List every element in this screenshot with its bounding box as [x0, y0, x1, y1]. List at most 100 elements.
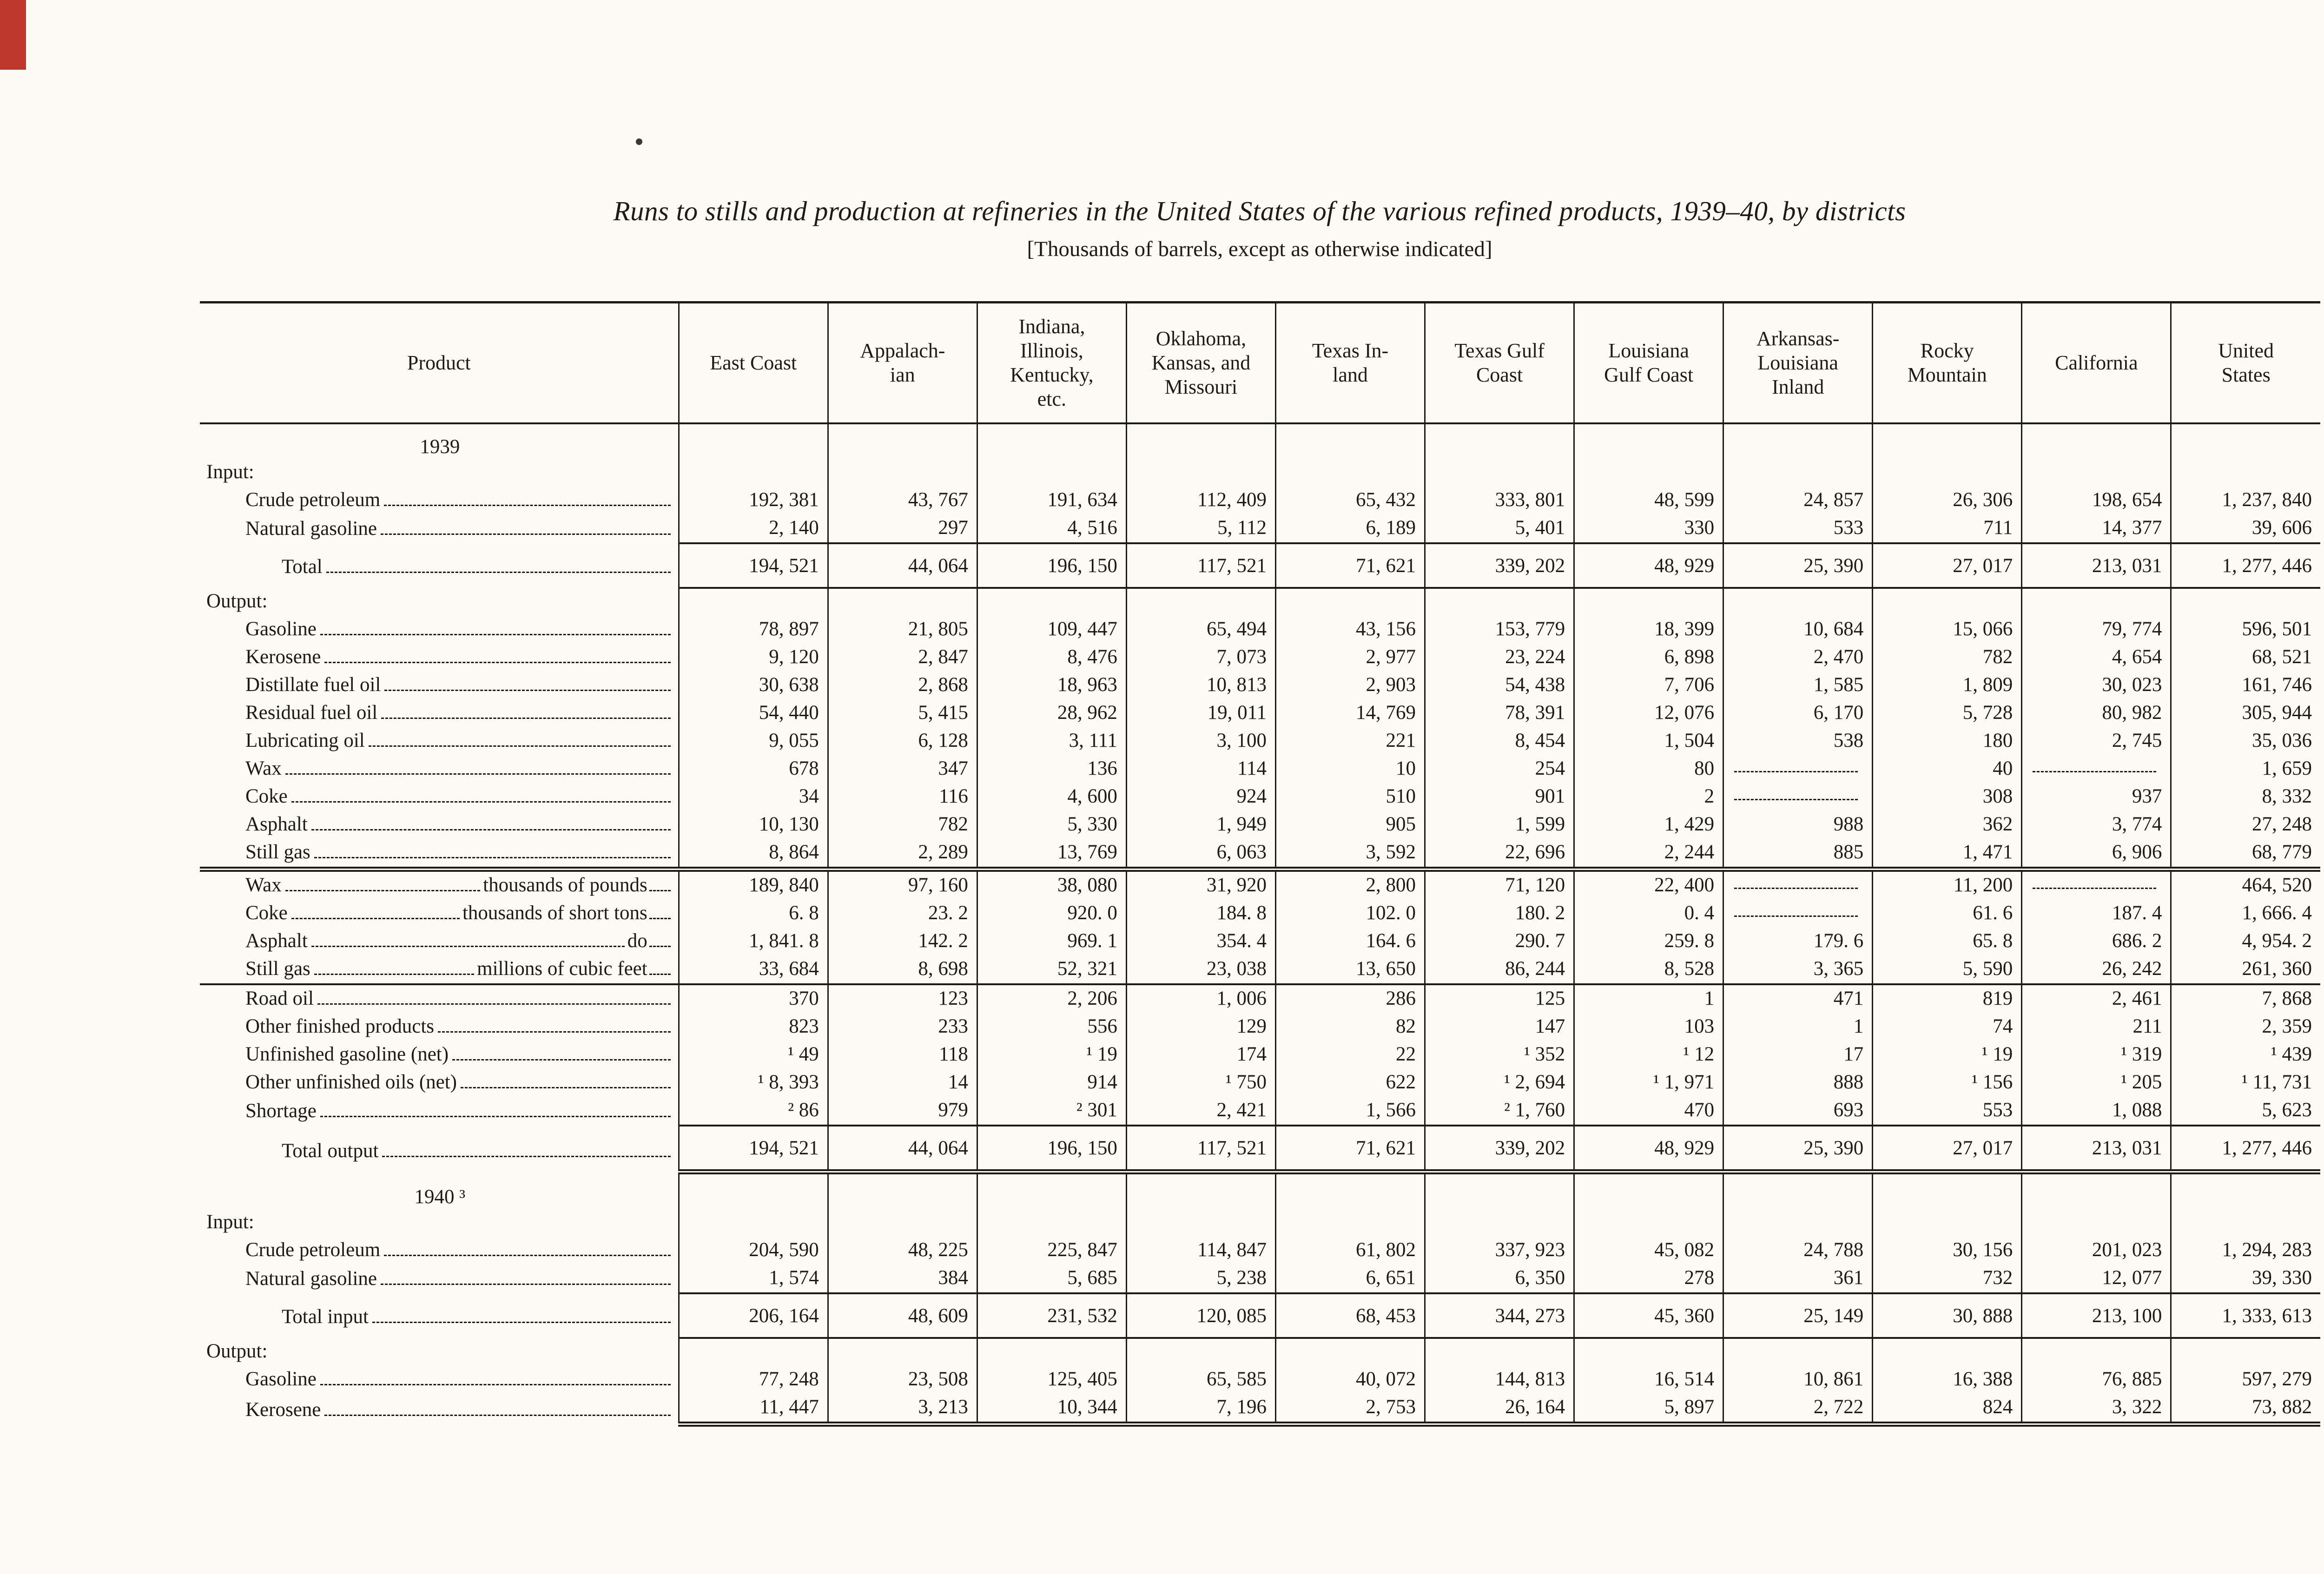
cell-value: 333, 801	[1495, 489, 1565, 511]
cell-value: 78, 391	[1505, 702, 1565, 724]
value-cell: 819	[1872, 985, 2022, 1013]
cell-value: 471	[1833, 988, 1864, 1009]
cell-value: 1	[1704, 988, 1715, 1009]
cell-value: 196, 150	[1047, 555, 1117, 577]
value-cell: 26, 242	[2021, 955, 2171, 984]
product-label-wrap: Gasoline	[206, 1368, 673, 1391]
cell-value: 65, 432	[1356, 489, 1416, 511]
year-heading: 1939	[420, 436, 460, 458]
table-row: Wax 678 347 136 114 10 254 80 40 1, 659	[200, 755, 2320, 783]
cell-value: ² 1, 760	[1504, 1099, 1565, 1121]
cell-value: 71, 120	[1505, 874, 1565, 896]
value-cell: 7, 868	[2170, 985, 2320, 1013]
leader-dashes	[372, 1322, 671, 1323]
value-cell	[976, 1174, 1127, 1210]
value-cell: 161, 746	[2170, 672, 2320, 699]
cell-value: 17	[1843, 1043, 1864, 1065]
cell-value: 305, 944	[2242, 702, 2312, 724]
cell-value: 147	[1535, 1015, 1565, 1037]
table-row: 1939	[200, 423, 2320, 460]
value-cell	[1125, 460, 1276, 487]
value-cell: 278	[1573, 1264, 1723, 1293]
value-cell: ¹ 11, 731	[2170, 1069, 2320, 1097]
value-cell: 6, 170	[1723, 699, 1873, 727]
product-label: Total	[282, 556, 323, 578]
cell-value: 68, 779	[2252, 841, 2312, 863]
value-cell: 914	[976, 1069, 1127, 1097]
product-cell: Road oil	[200, 985, 679, 1013]
value-cell: 30, 023	[2021, 672, 2171, 699]
cell-value: 26, 306	[1953, 489, 2013, 511]
cell-value: 5, 728	[1962, 702, 2013, 724]
table-row: Kerosene 9, 120 2, 847 8, 476 7, 073 2, 977 23…	[200, 644, 2320, 672]
cell-value: 65, 585	[1206, 1368, 1267, 1390]
value-cell: 118	[827, 1041, 977, 1069]
product-cell: Other unfinished oils (net)	[200, 1069, 679, 1097]
cell-value: 34	[799, 785, 819, 807]
cell-value: 261, 360	[2242, 958, 2312, 980]
value-cell	[1723, 1210, 1873, 1237]
cell-value: 5, 401	[1515, 517, 1565, 539]
cell-value: 2, 461	[2112, 988, 2162, 1009]
value-cell: 5, 897	[1573, 1394, 1723, 1424]
value-cell: 129	[1125, 1013, 1276, 1041]
cell-value: 1, 333, 613	[2222, 1305, 2312, 1327]
cell-value: 23. 2	[928, 902, 968, 924]
unit-label: millions of cubic feet	[477, 958, 647, 980]
value-cell	[1274, 1339, 1425, 1366]
cell-value: 48, 609	[908, 1305, 968, 1327]
product-cell: Coke	[200, 783, 679, 811]
value-cell: 12, 077	[2021, 1264, 2171, 1293]
cell-value: 14	[948, 1071, 968, 1093]
value-cell: 1, 237, 840	[2170, 487, 2320, 514]
value-cell: 905	[1274, 811, 1425, 839]
value-cell: 76, 885	[2021, 1366, 2171, 1394]
cell-value: 1, 659	[2262, 757, 2312, 779]
cell-value: 1, 006	[1216, 988, 1267, 1009]
value-cell: 114, 847	[1125, 1237, 1276, 1264]
value-cell: 2, 868	[827, 672, 977, 699]
cell-value: 1, 566	[1366, 1099, 1416, 1121]
cell-value: 2, 289	[918, 841, 968, 863]
cell-value: 3, 100	[1216, 730, 1267, 751]
cell-value: 11, 447	[759, 1396, 819, 1418]
table-row: Crude petroleum 204, 590 48, 225 225, 847 11…	[200, 1237, 2320, 1264]
table-subtitle: [Thousands of barrels, except as otherwi…	[1027, 237, 1492, 261]
value-cell: 2, 903	[1274, 672, 1425, 699]
cell-value: 129	[1236, 1015, 1267, 1037]
product-cell: Natural gasoline	[200, 1264, 679, 1293]
cell-value: 297	[938, 517, 968, 539]
cell-value: 470	[1684, 1099, 1715, 1121]
table-row: Input:	[200, 1210, 2320, 1237]
value-cell: 1, 599	[1424, 811, 1574, 839]
cell-value: 74	[1993, 1015, 2013, 1037]
product-label: Distillate fuel oil	[245, 674, 381, 696]
cell-value: 21, 805	[908, 618, 968, 640]
product-label-wrap: Shortage	[206, 1100, 673, 1123]
product-cell: Residual fuel oil	[200, 699, 679, 727]
product-cell: Output:	[200, 1339, 679, 1366]
value-cell	[678, 589, 828, 616]
value-cell: 164. 6	[1274, 928, 1425, 955]
rule-cell	[2170, 1422, 2320, 1429]
cell-value: 78, 897	[759, 618, 819, 640]
value-cell	[1424, 1339, 1574, 1366]
cell-value: 161, 746	[2242, 674, 2312, 696]
cell-value: 538	[1833, 730, 1864, 751]
product-label-wrap: Asphalt do	[206, 929, 673, 953]
value-cell: 23, 508	[827, 1366, 977, 1394]
cell-value: 10, 344	[1057, 1396, 1117, 1418]
value-cell: 112, 409	[1125, 487, 1276, 514]
cell-value: 191, 634	[1047, 489, 1117, 511]
product-cell: Unfinished gasoline (net)	[200, 1041, 679, 1069]
cell-value: 8, 454	[1515, 730, 1565, 751]
cell-value: 71, 621	[1356, 1137, 1416, 1159]
value-cell	[1125, 589, 1276, 616]
column-header: Texas In- land	[1274, 301, 1425, 424]
table-row: Distillate fuel oil 30, 638 2, 868 18, 963 1…	[200, 672, 2320, 699]
value-cell: ¹ 49	[678, 1041, 828, 1069]
value-cell: 6. 8	[678, 900, 828, 928]
value-cell	[1125, 1339, 1276, 1366]
value-cell: 13, 650	[1274, 955, 1425, 984]
value-cell: 30, 888	[1872, 1294, 2022, 1338]
